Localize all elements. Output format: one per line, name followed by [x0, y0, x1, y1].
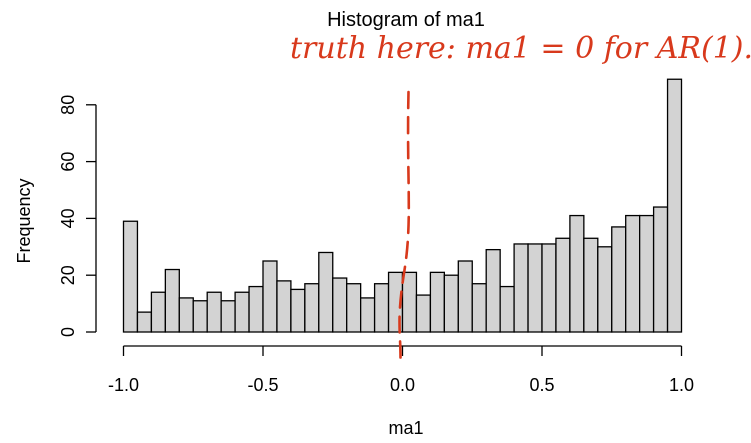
histogram-bar — [359, 297, 376, 333]
histogram-bar — [527, 243, 543, 333]
handwritten-annotation: truth here: ma1 = 0 for AR(1). — [290, 31, 751, 360]
histogram-bar — [555, 237, 571, 333]
histogram-bar — [652, 206, 669, 333]
x-tick-label: -0.5 — [247, 375, 278, 395]
histogram-bar — [401, 271, 418, 333]
y-tick-label: 0 — [58, 327, 78, 337]
histogram-bar — [373, 283, 390, 333]
y-axis: 0 20 40 60 80 — [58, 95, 97, 337]
histogram-bar — [332, 277, 348, 333]
histogram-bar — [569, 214, 585, 333]
histogram-bar — [248, 285, 264, 333]
histogram-bar — [499, 285, 515, 333]
histogram-bar — [276, 280, 292, 333]
histogram-bar — [262, 260, 278, 333]
histogram-bar — [666, 78, 683, 333]
histogram-bar — [639, 214, 655, 333]
histogram-bar — [485, 248, 501, 333]
histogram-bar — [443, 274, 459, 333]
x-tick-label: 1.0 — [669, 375, 694, 395]
chart-title: Histogram of ma1 — [327, 9, 485, 31]
truth-line — [398, 90, 411, 360]
x-axis-label: ma1 — [388, 418, 423, 438]
histogram-bar — [583, 237, 599, 333]
x-axis: -1.0 -0.5 0.0 0.5 1.0 — [108, 345, 694, 395]
histogram-bar — [415, 294, 432, 333]
histogram-bar — [220, 300, 236, 333]
histogram-bar — [178, 297, 194, 333]
histogram-bar — [192, 300, 208, 333]
histogram-bar — [346, 283, 362, 333]
y-axis-label: Frequency — [14, 178, 34, 263]
histogram-bar — [625, 214, 641, 333]
histogram-bar — [471, 283, 487, 333]
histogram-bar — [457, 260, 473, 333]
histogram-bar — [513, 243, 529, 333]
histogram-bar — [206, 291, 222, 333]
histogram-bar — [541, 243, 557, 333]
histogram-bar — [122, 220, 139, 333]
histogram-bar — [429, 271, 445, 333]
histogram-bar — [304, 283, 320, 333]
x-tick-label: -1.0 — [108, 375, 139, 395]
x-tick-label: 0.0 — [390, 375, 415, 395]
annotation-text: truth here: ma1 = 0 for AR(1). — [290, 31, 751, 66]
histogram-bar — [318, 251, 334, 333]
histogram-bar — [611, 226, 627, 333]
histogram-bar — [234, 291, 250, 333]
y-tick-label: 40 — [58, 208, 78, 228]
y-tick-label: 20 — [58, 265, 78, 285]
y-tick-label: 60 — [58, 152, 78, 172]
y-tick-label: 80 — [58, 95, 78, 115]
histogram-bar — [164, 268, 180, 333]
histogram-bars — [122, 78, 683, 333]
histogram-bar — [597, 246, 613, 333]
histogram-bar — [290, 288, 306, 333]
x-tick-label: 0.5 — [529, 375, 554, 395]
histogram-bar — [136, 311, 153, 333]
histogram-bar — [150, 291, 166, 333]
